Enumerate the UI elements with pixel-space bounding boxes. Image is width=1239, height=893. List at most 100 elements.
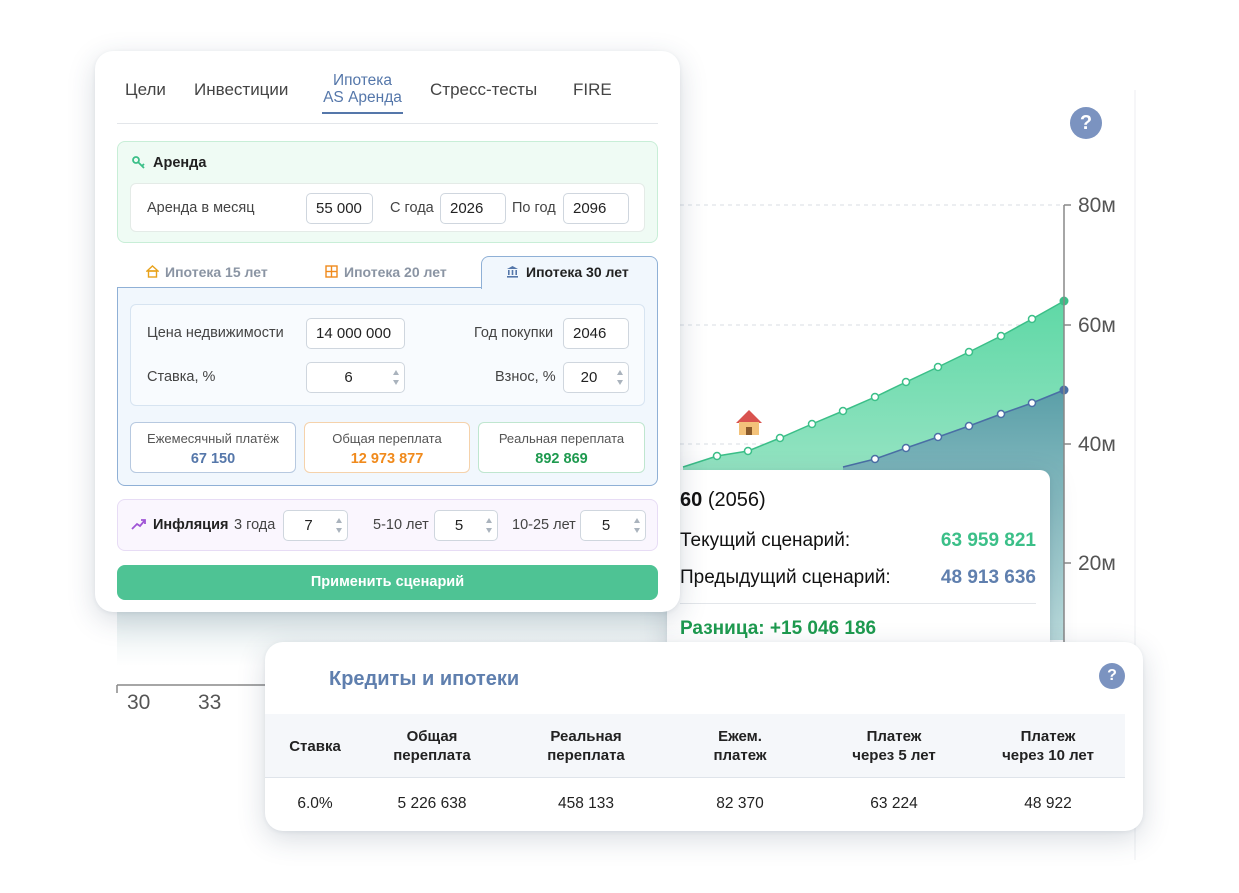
tooltip-value: 63 959 821: [940, 530, 1036, 551]
header-line: Общая: [406, 728, 458, 745]
column-header: Реальная переплата: [547, 727, 625, 765]
input[interactable]: 2046: [563, 318, 629, 349]
input[interactable]: 55 000: [306, 193, 373, 224]
column-header: Ежем. платеж: [713, 727, 766, 765]
tab-icon: [146, 265, 159, 278]
help-button[interactable]: ?: [1099, 663, 1125, 689]
points-current: [712, 314, 1037, 461]
spinner[interactable]: 5: [580, 510, 646, 541]
tab-underline: [322, 112, 403, 114]
section-title: Аренда: [153, 155, 207, 171]
header-line: через 10 лет: [1002, 747, 1094, 764]
rent-fields: [130, 183, 645, 232]
tab[interactable]: Стресс-тесты: [430, 80, 538, 99]
arrow[interactable]: [634, 518, 640, 523]
spinner[interactable]: 5: [434, 510, 498, 541]
table-header: [265, 714, 1125, 778]
tooltip: 60 (2056) Текущий сценарий: 63 959 821 П…: [667, 470, 1050, 652]
stat-label: Общая переплата: [332, 431, 442, 446]
y-axis-label: 40м: [1078, 433, 1116, 456]
tab-icon: [325, 265, 338, 278]
input[interactable]: 6: [306, 362, 405, 393]
header-line: переплата: [547, 747, 625, 764]
y-axis-label: 60м: [1078, 314, 1116, 337]
column-header: Ставка: [289, 737, 341, 756]
table-cell: 6.0%: [297, 795, 333, 812]
stat-box: Общая переплата 12 973 877: [304, 422, 470, 473]
card-title: Кредиты и ипотеки: [329, 668, 520, 690]
input[interactable]: 2026: [440, 193, 506, 224]
column-header: Общая переплата: [393, 727, 471, 765]
header-line: Реальная: [550, 728, 622, 745]
header-line: платеж: [713, 747, 767, 764]
field-label: 3 года: [234, 517, 276, 533]
tab-active-line[interactable]: AS Аренда: [323, 89, 402, 106]
input[interactable]: 5: [434, 510, 498, 541]
field-label: По год: [512, 200, 556, 216]
table-cell: 82 370: [716, 795, 764, 812]
mortgage-tab[interactable]: Ипотека 20 лет: [344, 264, 447, 280]
house-icon: [736, 410, 762, 435]
tab[interactable]: FIRE: [573, 80, 612, 99]
divider: [117, 123, 658, 124]
column-header: Платеж через 10 лет: [1002, 727, 1094, 765]
stat-box: Реальная переплата 892 869: [478, 422, 645, 473]
arrow[interactable]: [617, 370, 623, 375]
y-axis-label: 80м: [1078, 194, 1116, 217]
tab[interactable]: Инвестиции: [194, 80, 289, 99]
section-title: Инфляция: [153, 517, 229, 533]
apply-button[interactable]: Применить сценарий: [117, 565, 658, 600]
input[interactable]: 7: [283, 510, 348, 541]
stat-value: 67 150: [190, 451, 236, 467]
arrow[interactable]: [486, 528, 492, 533]
arrow[interactable]: [486, 518, 492, 523]
line-previous: [842, 389, 1065, 468]
arrow[interactable]: [336, 528, 342, 533]
tooltip-label: Предыдущий сценарий:: [680, 567, 891, 588]
field-label: Год покупки: [474, 325, 554, 341]
points-previous: [870, 398, 1037, 464]
trend-icon: [131, 519, 146, 530]
header-line: Ставка: [289, 738, 341, 755]
spinner[interactable]: 7: [283, 510, 348, 541]
y-axis-label: 20м: [1078, 552, 1116, 575]
input[interactable]: 2096: [563, 193, 629, 224]
header-line: Платеж: [866, 728, 922, 745]
column-header: Платеж через 5 лет: [852, 727, 936, 765]
tab-active-line[interactable]: Ипотека: [332, 72, 393, 89]
field-label: С года: [390, 200, 434, 216]
mortgage-tab[interactable]: Ипотека 15 лет: [165, 264, 268, 280]
tooltip-year: (2056): [707, 489, 766, 511]
field-label: Аренда в месяц: [147, 200, 255, 216]
inflation-section: [117, 499, 658, 551]
header-line: через 5 лет: [852, 747, 936, 764]
arrow[interactable]: [336, 518, 342, 523]
spinner[interactable]: 20: [563, 362, 629, 393]
stat-label: Реальная переплата: [498, 431, 625, 446]
arrow[interactable]: [634, 528, 640, 533]
tooltip-title: 60 (2056): [680, 490, 766, 510]
input[interactable]: 5: [580, 510, 646, 541]
field-label: 5-10 лет: [373, 517, 429, 533]
tooltip-age: 60: [680, 489, 703, 511]
arrow[interactable]: [393, 370, 399, 375]
header-line: переплата: [393, 747, 471, 764]
key-icon: [132, 156, 145, 169]
table-cell: 458 133: [557, 795, 615, 812]
divider: [680, 603, 1036, 604]
spinner[interactable]: 6: [306, 362, 405, 393]
field-label: 10-25 лет: [512, 517, 576, 533]
field-label: Цена недвижимости: [147, 325, 284, 341]
arrow[interactable]: [617, 380, 623, 385]
arrow[interactable]: [393, 380, 399, 385]
mortgage-tab-active[interactable]: Ипотека 30 лет: [526, 264, 629, 280]
table-cell: 5 226 638: [397, 795, 467, 812]
tab[interactable]: Цели: [125, 80, 166, 99]
input[interactable]: 20: [563, 362, 629, 393]
y-ticks: [1064, 204, 1071, 564]
header-line: Ежем.: [718, 728, 762, 745]
tab-icon: [507, 266, 518, 278]
input[interactable]: 14 000 000: [306, 318, 405, 349]
help-button[interactable]: ?: [1070, 107, 1102, 139]
